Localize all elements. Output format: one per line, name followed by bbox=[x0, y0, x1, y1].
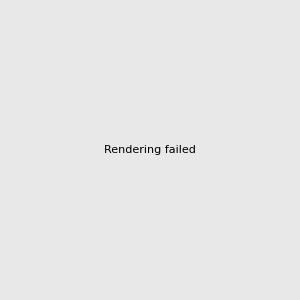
Text: Rendering failed: Rendering failed bbox=[104, 145, 196, 155]
